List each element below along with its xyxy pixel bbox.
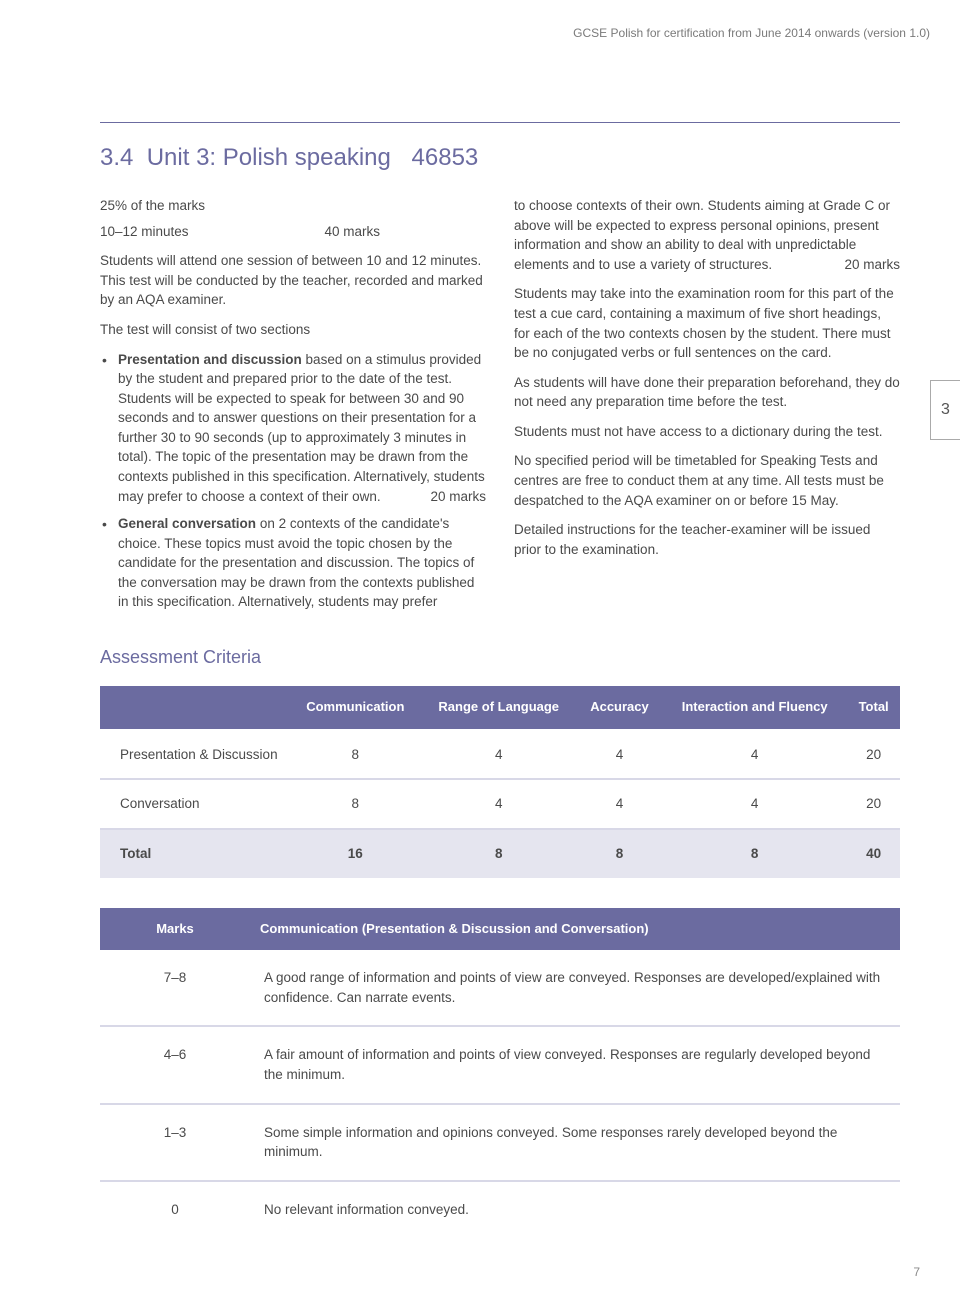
col2-p1: to choose contexts of their own. Student…: [514, 196, 900, 274]
table-row: Conversation 8 4 4 4 20: [100, 779, 900, 829]
section-name: Unit 3: Polish speaking: [147, 144, 391, 171]
cell: 8: [662, 829, 847, 878]
marks: 40 marks: [324, 222, 380, 242]
section-tab: 3: [930, 380, 960, 440]
marks-percent: 25% of the marks: [100, 196, 486, 216]
bullet1-marks: 20 marks: [430, 487, 486, 507]
header-text: GCSE Polish for certification from June …: [100, 25, 930, 42]
cell: 8: [421, 829, 577, 878]
cell: 16: [290, 829, 421, 878]
page-number: 7: [913, 1264, 920, 1281]
cell: 8: [577, 829, 662, 878]
table-row: Presentation & Discussion 8 4 4 4 20: [100, 730, 900, 780]
col2-p1-text: to choose contexts of their own. Student…: [514, 198, 890, 272]
col2-p2: Students may take into the examination r…: [514, 284, 900, 362]
cell: 40: [847, 829, 900, 878]
table-row: 7–8 A good range of information and poin…: [100, 950, 900, 1026]
cell: 4: [421, 730, 577, 780]
marks-table: Marks Communication (Presentation & Disc…: [100, 908, 900, 1238]
col2-p1-marks: 20 marks: [844, 255, 900, 275]
section-title: 3.4 Unit 3: Polish speaking 46853: [100, 141, 900, 176]
row-label: Conversation: [100, 779, 290, 829]
th-blank: [100, 686, 290, 730]
table-row: 1–3 Some simple information and opinions…: [100, 1104, 900, 1181]
cell: 4: [662, 779, 847, 829]
th-range: Range of Language: [421, 686, 577, 730]
row-label: Total: [100, 829, 290, 878]
row-label: Presentation & Discussion: [100, 730, 290, 780]
section-number: 3.4: [100, 144, 133, 171]
col2-p4: Students must not have access to a dicti…: [514, 422, 900, 442]
section-code: 46853: [412, 144, 479, 171]
mark-range: 0: [100, 1181, 250, 1238]
th-communication: Communication: [290, 686, 421, 730]
cell: 4: [577, 779, 662, 829]
col2-p6: Detailed instructions for the teacher-ex…: [514, 520, 900, 559]
bullet1-label: Presentation and discussion: [118, 352, 302, 367]
bullet2-label: General conversation: [118, 516, 256, 531]
mark-desc: A fair amount of information and points …: [250, 1026, 900, 1103]
cell: 8: [290, 730, 421, 780]
mark-range: 1–3: [100, 1104, 250, 1181]
bullet-presentation: Presentation and discussion based on a s…: [100, 350, 486, 507]
mark-range: 7–8: [100, 950, 250, 1026]
criteria-table: Communication Range of Language Accuracy…: [100, 686, 900, 878]
left-column: 25% of the marks 10–12 minutes 40 marks …: [100, 196, 486, 620]
th-total: Total: [847, 686, 900, 730]
cell: 20: [847, 730, 900, 780]
th-marks: Marks: [100, 908, 250, 951]
assessment-heading: Assessment Criteria: [100, 644, 900, 670]
mark-range: 4–6: [100, 1026, 250, 1103]
th-accuracy: Accuracy: [577, 686, 662, 730]
time: 10–12 minutes: [100, 222, 189, 242]
th-comm: Communication (Presentation & Discussion…: [250, 908, 900, 951]
cell: 4: [662, 730, 847, 780]
table-row-total: Total 16 8 8 8 40: [100, 829, 900, 878]
table-row: 4–6 A fair amount of information and poi…: [100, 1026, 900, 1103]
th-interaction: Interaction and Fluency: [662, 686, 847, 730]
intro-p2: The test will consist of two sections: [100, 320, 486, 340]
mark-desc: No relevant information conveyed.: [250, 1181, 900, 1238]
table-row: 0 No relevant information conveyed.: [100, 1181, 900, 1238]
bullet1-text: based on a stimulus provided by the stud…: [118, 352, 485, 504]
col2-p5: No specified period will be timetabled f…: [514, 451, 900, 510]
cell: 4: [421, 779, 577, 829]
cell: 20: [847, 779, 900, 829]
right-column: to choose contexts of their own. Student…: [514, 196, 900, 620]
rule-top: [100, 122, 900, 123]
col2-p3: As students will have done their prepara…: [514, 373, 900, 412]
cell: 8: [290, 779, 421, 829]
bullet-conversation: General conversation on 2 contexts of th…: [100, 514, 486, 612]
cell: 4: [577, 730, 662, 780]
intro-p1: Students will attend one session of betw…: [100, 251, 486, 310]
mark-desc: Some simple information and opinions con…: [250, 1104, 900, 1181]
mark-desc: A good range of information and points o…: [250, 950, 900, 1026]
